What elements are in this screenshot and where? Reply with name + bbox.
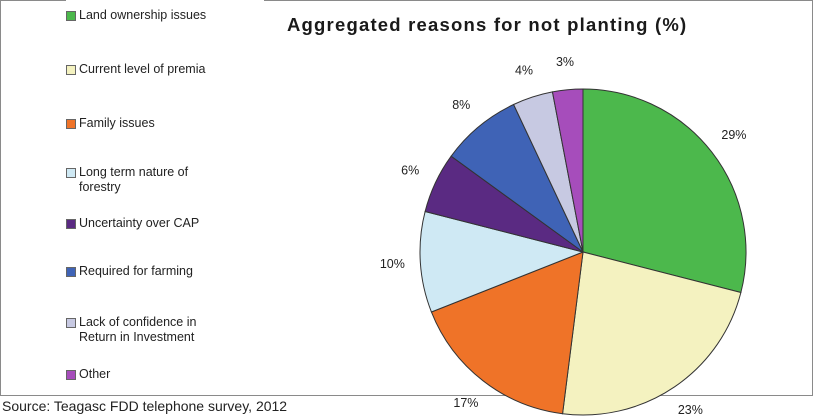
source-note: Source: Teagasc FDD telephone survey, 20… (2, 398, 288, 414)
legend-swatch (66, 65, 76, 75)
legend-swatch (66, 219, 76, 229)
pie-slice-3 (430, 251, 584, 415)
legend-swatch (66, 11, 76, 21)
slice-label-5: 6% (401, 164, 419, 178)
legend-item-6: Required for farming (66, 264, 266, 279)
legend-item-2: Current level of premia (66, 62, 266, 77)
pie-slice-2 (562, 251, 742, 416)
legend-label: Land ownership issues (79, 8, 207, 22)
pie-slice-1 (582, 88, 747, 294)
legend-item-1: Land ownership issues (66, 8, 266, 23)
legend-label: Uncertainty over CAP (79, 216, 200, 230)
legend-label: Long term nature of forestry (79, 165, 189, 194)
legend-swatch (66, 267, 76, 277)
slice-label-4: 10% (380, 257, 405, 271)
slice-label-6: 8% (452, 98, 470, 112)
legend-label: Family issues (79, 116, 155, 130)
legend-item-4: Long term nature of forestry (66, 165, 266, 195)
legend-label: Lack of confidence in Return in Investme… (79, 315, 197, 344)
slice-label-3: 17% (453, 396, 478, 410)
slice-label-8: 3% (556, 55, 574, 69)
legend-item-5: Uncertainty over CAP (66, 216, 266, 231)
pie-slice-4 (419, 210, 585, 313)
pie-slice-8 (551, 88, 584, 253)
legend-item-3: Family issues (66, 116, 266, 131)
legend-swatch (66, 168, 76, 178)
legend-swatch (66, 119, 76, 129)
legend-item-7: Lack of confidence in Return in Investme… (66, 315, 266, 345)
legend-label: Other (79, 367, 111, 381)
chart-title: Aggregated reasons for not planting (%) (287, 14, 688, 35)
slice-label-2: 23% (678, 403, 703, 417)
legend-swatch (66, 370, 76, 380)
legend-swatch (66, 318, 76, 328)
slice-label-7: 4% (515, 63, 533, 77)
chart-legend: Land ownership issues Current level of pr… (66, 0, 264, 388)
legend-label: Current level of premia (79, 62, 206, 76)
legend-label: Required for farming (79, 264, 193, 278)
legend-item-8: Other (66, 367, 266, 382)
slice-label-1: 29% (721, 128, 746, 142)
